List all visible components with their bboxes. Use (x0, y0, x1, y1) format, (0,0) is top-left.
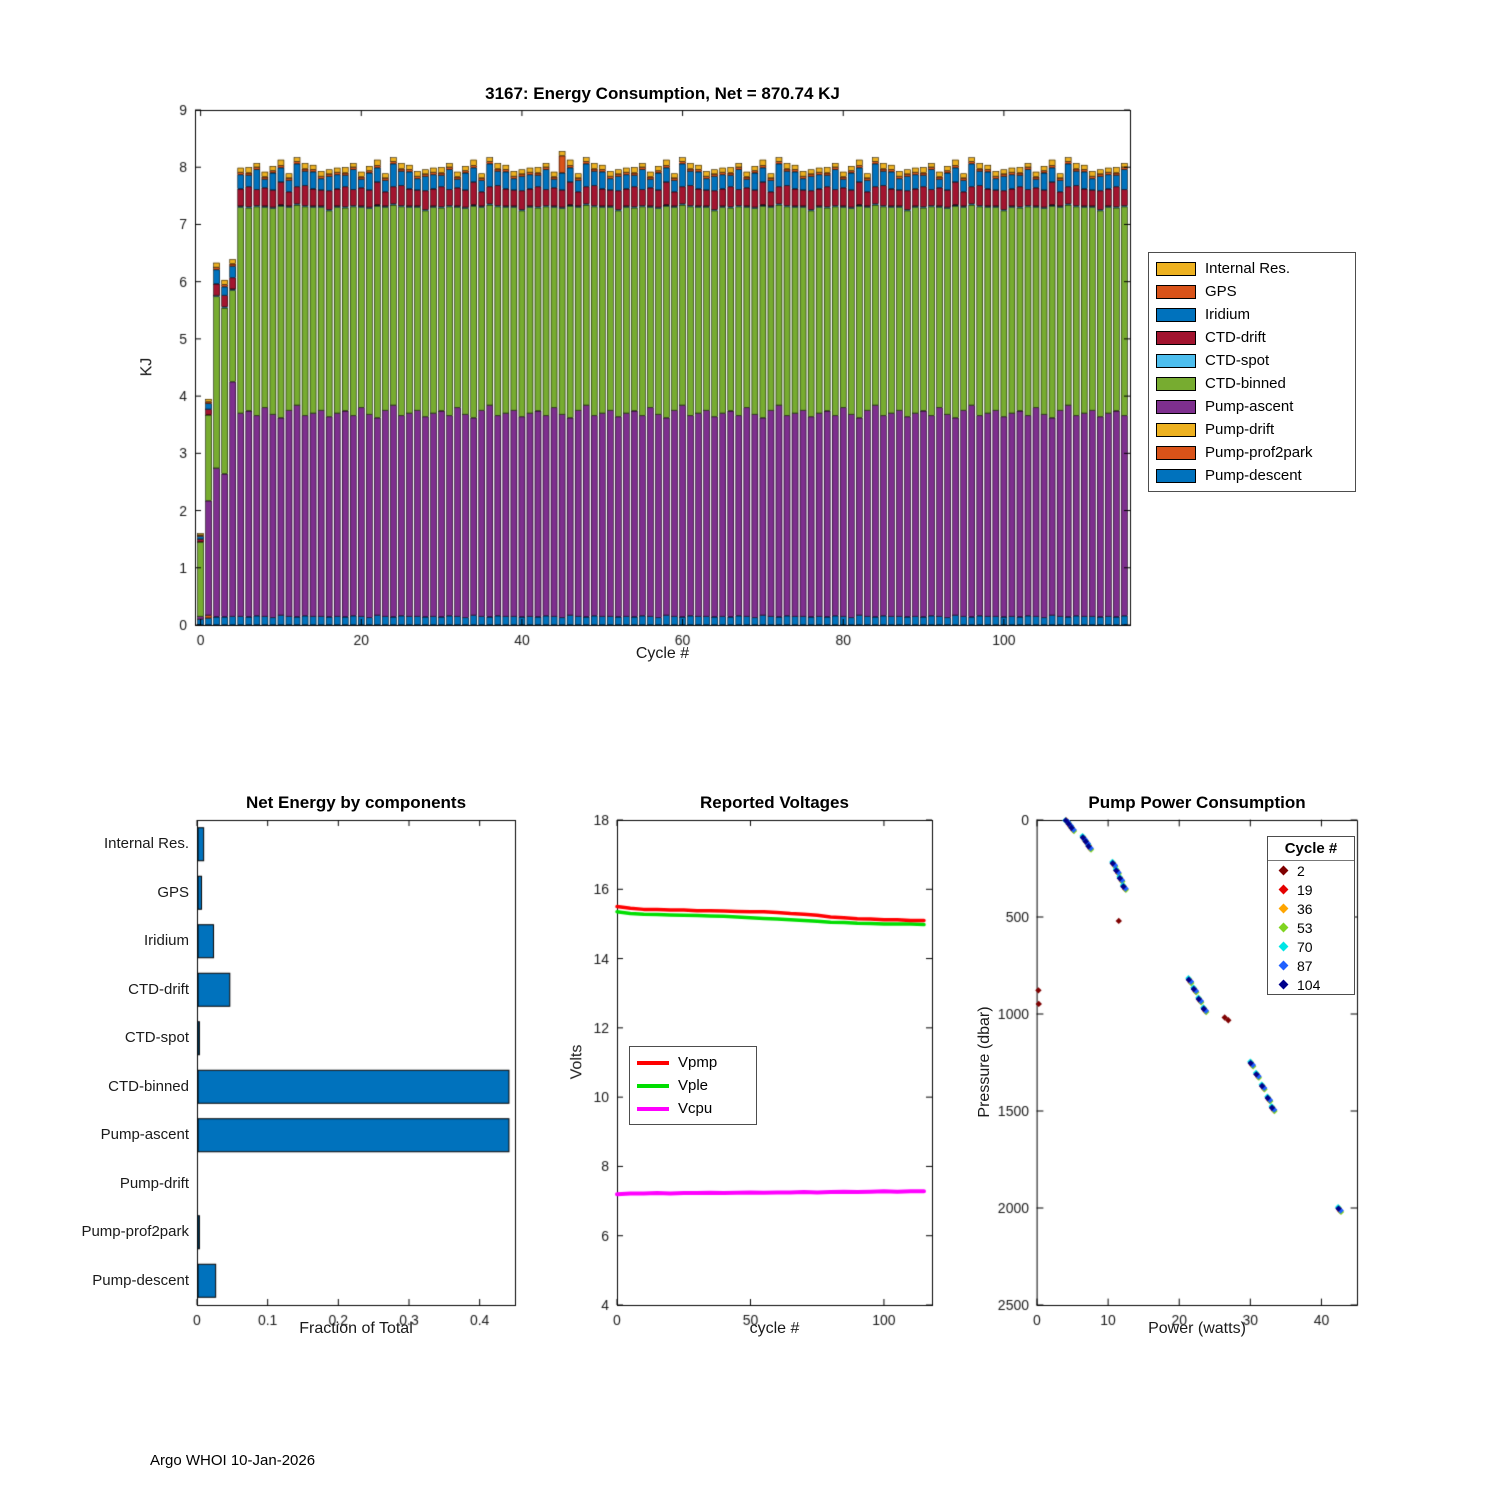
category-label: Pump-drift (119, 1174, 189, 1192)
legend-label: Pump-drift (1205, 421, 1275, 438)
legend-diamond-marker (1278, 979, 1289, 990)
legend-diamond-marker (1278, 922, 1289, 933)
pump-chart-title: Pump Power Consumption (1088, 793, 1306, 812)
voltages-chart-ylabel: Volts (568, 1044, 586, 1080)
legend-entry: Pump-descent (1149, 464, 1355, 487)
legend-diamond-marker (1278, 884, 1289, 895)
category-label: GPS (157, 883, 189, 901)
legend-label: Pump-ascent (1205, 398, 1294, 415)
legend-label: 19 (1297, 881, 1313, 898)
legend-entry: 53 (1268, 918, 1354, 937)
figure-footer: Argo WHOI 10-Jan-2026 (150, 1452, 316, 1469)
legend-swatch (1156, 261, 1196, 276)
legend-label: Pump-prof2park (1205, 444, 1313, 461)
legend-diamond-marker (1278, 941, 1289, 952)
legend-swatch (1156, 399, 1196, 414)
legend-swatch (1156, 353, 1196, 368)
legend-label: CTD-drift (1205, 329, 1266, 346)
legend-line-swatch (637, 1106, 669, 1111)
components-chart-xlabel: Fraction of Total (299, 1320, 413, 1337)
legend-label: Vcpu (678, 1100, 713, 1117)
category-label: CTD-binned (108, 1077, 189, 1095)
legend-label: GPS (1205, 283, 1237, 300)
category-label: CTD-drift (128, 980, 189, 998)
legend-label: Vpmp (678, 1054, 718, 1071)
legend-diamond-marker (1278, 865, 1289, 876)
legend-line-swatch (637, 1060, 669, 1065)
energy-chart-title: 3167: Energy Consumption, Net = 870.74 K… (485, 84, 840, 103)
legend-entry: 70 (1268, 937, 1354, 956)
legend-entry: Pump-ascent (1149, 395, 1355, 418)
category-label: Pump-ascent (100, 1126, 189, 1144)
legend-label: 53 (1297, 919, 1313, 936)
voltages-legend: Vpmp Vple Vcpu (629, 1046, 757, 1125)
legend-label: Pump-descent (1205, 467, 1302, 484)
pump-legend-title: Cycle # (1268, 837, 1354, 861)
category-label: Internal Res. (103, 835, 189, 853)
legend-entry: Pump-prof2park (1149, 441, 1355, 464)
legend-entry: CTD-spot (1149, 349, 1355, 372)
legend-entry: 2 (1268, 861, 1354, 880)
legend-swatch (1156, 376, 1196, 391)
legend-diamond-marker (1278, 903, 1289, 914)
voltages-chart-xlabel: cycle # (749, 1320, 800, 1337)
energy-chart-xlabel: Cycle # (635, 645, 690, 662)
category-label: Pump-descent (92, 1271, 189, 1289)
legend-label: Iridium (1205, 306, 1251, 323)
legend-label: 70 (1297, 938, 1313, 955)
components-chart-title: Net Energy by components (245, 793, 467, 812)
legend-label: Vple (678, 1077, 709, 1094)
legend-entry: Pump-drift (1149, 418, 1355, 441)
legend-swatch (1156, 445, 1196, 460)
category-label: CTD-spot (124, 1029, 189, 1047)
legend-entry: Vcpu (630, 1097, 756, 1120)
legend-entry: CTD-binned (1149, 372, 1355, 395)
legend-swatch (1156, 307, 1196, 322)
legend-line-swatch (637, 1083, 669, 1088)
legend-entry: 36 (1268, 899, 1354, 918)
legend-swatch (1156, 468, 1196, 483)
legend-entry: 19 (1268, 880, 1354, 899)
legend-label: CTD-spot (1205, 352, 1270, 369)
legend-label: CTD-binned (1205, 375, 1286, 392)
category-label: Iridium (143, 932, 189, 950)
legend-swatch (1156, 422, 1196, 437)
energy-legend: Internal Res. GPS Iridium CTD-drift CTD-spot… (1148, 252, 1356, 492)
legend-entry: 104 (1268, 975, 1354, 994)
legend-entry: CTD-drift (1149, 326, 1355, 349)
category-label: Pump-prof2park (81, 1223, 189, 1241)
pump-chart-ylabel: Pressure (dbar) (976, 1006, 993, 1118)
legend-entry: Iridium (1149, 303, 1355, 326)
legend-entry: 87 (1268, 956, 1354, 975)
legend-label: Internal Res. (1205, 260, 1291, 277)
energy-chart-ylabel: KJ (138, 357, 156, 377)
legend-entry: Vpmp (630, 1051, 756, 1074)
pump-chart-xlabel: Power (watts) (1148, 1320, 1246, 1337)
legend-entry: GPS (1149, 280, 1355, 303)
legend-diamond-marker (1278, 960, 1289, 971)
legend-swatch (1156, 330, 1196, 345)
legend-swatch (1156, 284, 1196, 299)
pump-legend: Cycle # 2 19 36 53 70 87 104 (1267, 836, 1355, 995)
legend-label: 2 (1297, 862, 1305, 879)
legend-label: 104 (1297, 976, 1321, 993)
legend-entry: Internal Res. (1149, 257, 1355, 280)
legend-label: 36 (1297, 900, 1313, 917)
legend-entry: Vple (630, 1074, 756, 1097)
legend-label: 87 (1297, 957, 1313, 974)
voltages-chart-title: Reported Voltages (700, 793, 849, 812)
